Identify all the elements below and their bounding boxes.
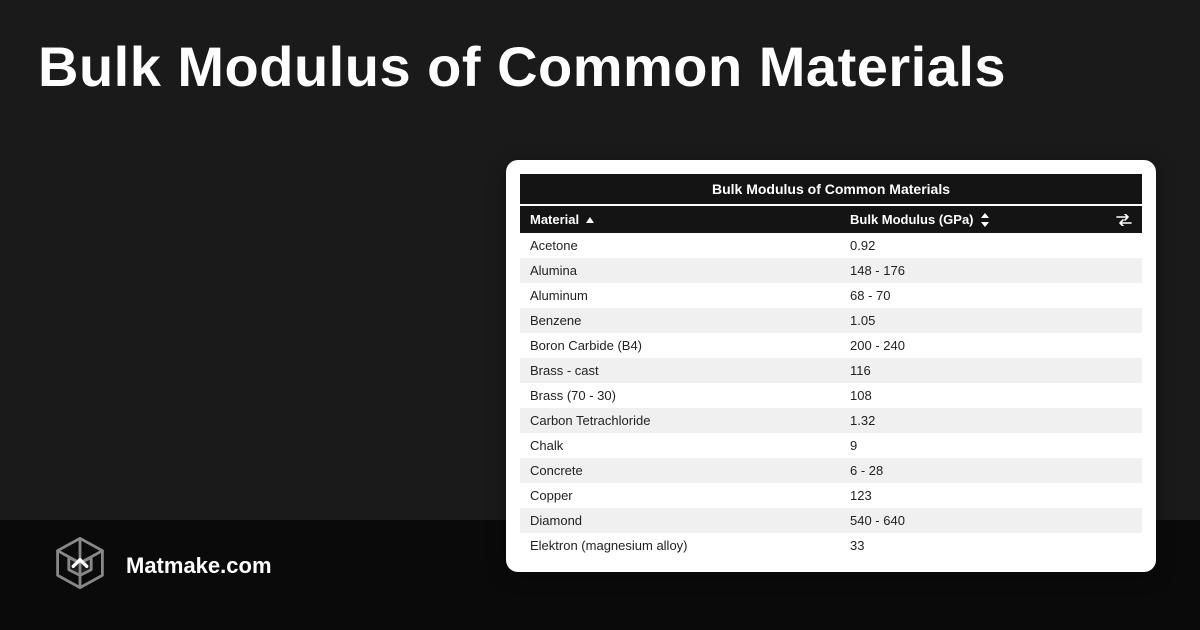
page-title: Bulk Modulus of Common Materials <box>0 0 1200 99</box>
cell-material: Carbon Tetrachloride <box>520 408 840 433</box>
column-header-modulus-label: Bulk Modulus (GPa) <box>850 212 974 227</box>
cell-modulus: 33 <box>840 533 1142 558</box>
cell-modulus: 116 <box>840 358 1142 383</box>
cell-modulus: 9 <box>840 433 1142 458</box>
table-row: Concrete6 - 28 <box>520 458 1142 483</box>
cell-material: Brass (70 - 30) <box>520 383 840 408</box>
column-header-material-label: Material <box>530 212 579 227</box>
brand-footer: Matmake.com <box>52 535 272 596</box>
cell-modulus: 148 - 176 <box>840 258 1142 283</box>
cell-modulus: 540 - 640 <box>840 508 1142 533</box>
cell-material: Benzene <box>520 308 840 333</box>
cell-modulus: 108 <box>840 383 1142 408</box>
table-row: Aluminum68 - 70 <box>520 283 1142 308</box>
cell-modulus: 6 - 28 <box>840 458 1142 483</box>
cell-modulus: 0.92 <box>840 233 1142 258</box>
table-row: Elektron (magnesium alloy)33 <box>520 533 1142 558</box>
cell-material: Alumina <box>520 258 840 283</box>
cell-material: Brass - cast <box>520 358 840 383</box>
table-row: Boron Carbide (B4)200 - 240 <box>520 333 1142 358</box>
cell-material: Elektron (magnesium alloy) <box>520 533 840 558</box>
brand-name: Matmake.com <box>126 553 272 579</box>
table-row: Benzene1.05 <box>520 308 1142 333</box>
cell-modulus: 200 - 240 <box>840 333 1142 358</box>
sort-both-icon <box>980 213 990 227</box>
cell-material: Diamond <box>520 508 840 533</box>
cell-modulus: 1.05 <box>840 308 1142 333</box>
cell-material: Aluminum <box>520 283 840 308</box>
cell-material: Chalk <box>520 433 840 458</box>
cell-modulus: 68 - 70 <box>840 283 1142 308</box>
cell-material: Acetone <box>520 233 840 258</box>
table-row: Copper123 <box>520 483 1142 508</box>
column-header-modulus[interactable]: Bulk Modulus (GPa) <box>840 206 1106 233</box>
table-row: Brass - cast116 <box>520 358 1142 383</box>
table-row: Alumina148 - 176 <box>520 258 1142 283</box>
cell-material: Boron Carbide (B4) <box>520 333 840 358</box>
table-row: Carbon Tetrachloride1.32 <box>520 408 1142 433</box>
swap-icon <box>1116 214 1132 226</box>
table-row: Diamond540 - 640 <box>520 508 1142 533</box>
table-title: Bulk Modulus of Common Materials <box>520 174 1142 204</box>
column-header-material[interactable]: Material <box>520 206 840 233</box>
table-body: Acetone0.92Alumina148 - 176Aluminum68 - … <box>520 233 1142 558</box>
table-row: Acetone0.92 <box>520 233 1142 258</box>
sort-asc-icon <box>585 215 595 225</box>
cell-modulus: 1.32 <box>840 408 1142 433</box>
swap-columns-button[interactable] <box>1106 206 1142 233</box>
table-row: Chalk9 <box>520 433 1142 458</box>
cell-modulus: 123 <box>840 483 1142 508</box>
table-header-row: Material Bulk Modulus (GPa) <box>520 206 1142 233</box>
cell-material: Copper <box>520 483 840 508</box>
table-row: Brass (70 - 30)108 <box>520 383 1142 408</box>
cell-material: Concrete <box>520 458 840 483</box>
materials-table-card: Bulk Modulus of Common Materials Materia… <box>506 160 1156 572</box>
brand-logo-icon <box>52 535 108 596</box>
